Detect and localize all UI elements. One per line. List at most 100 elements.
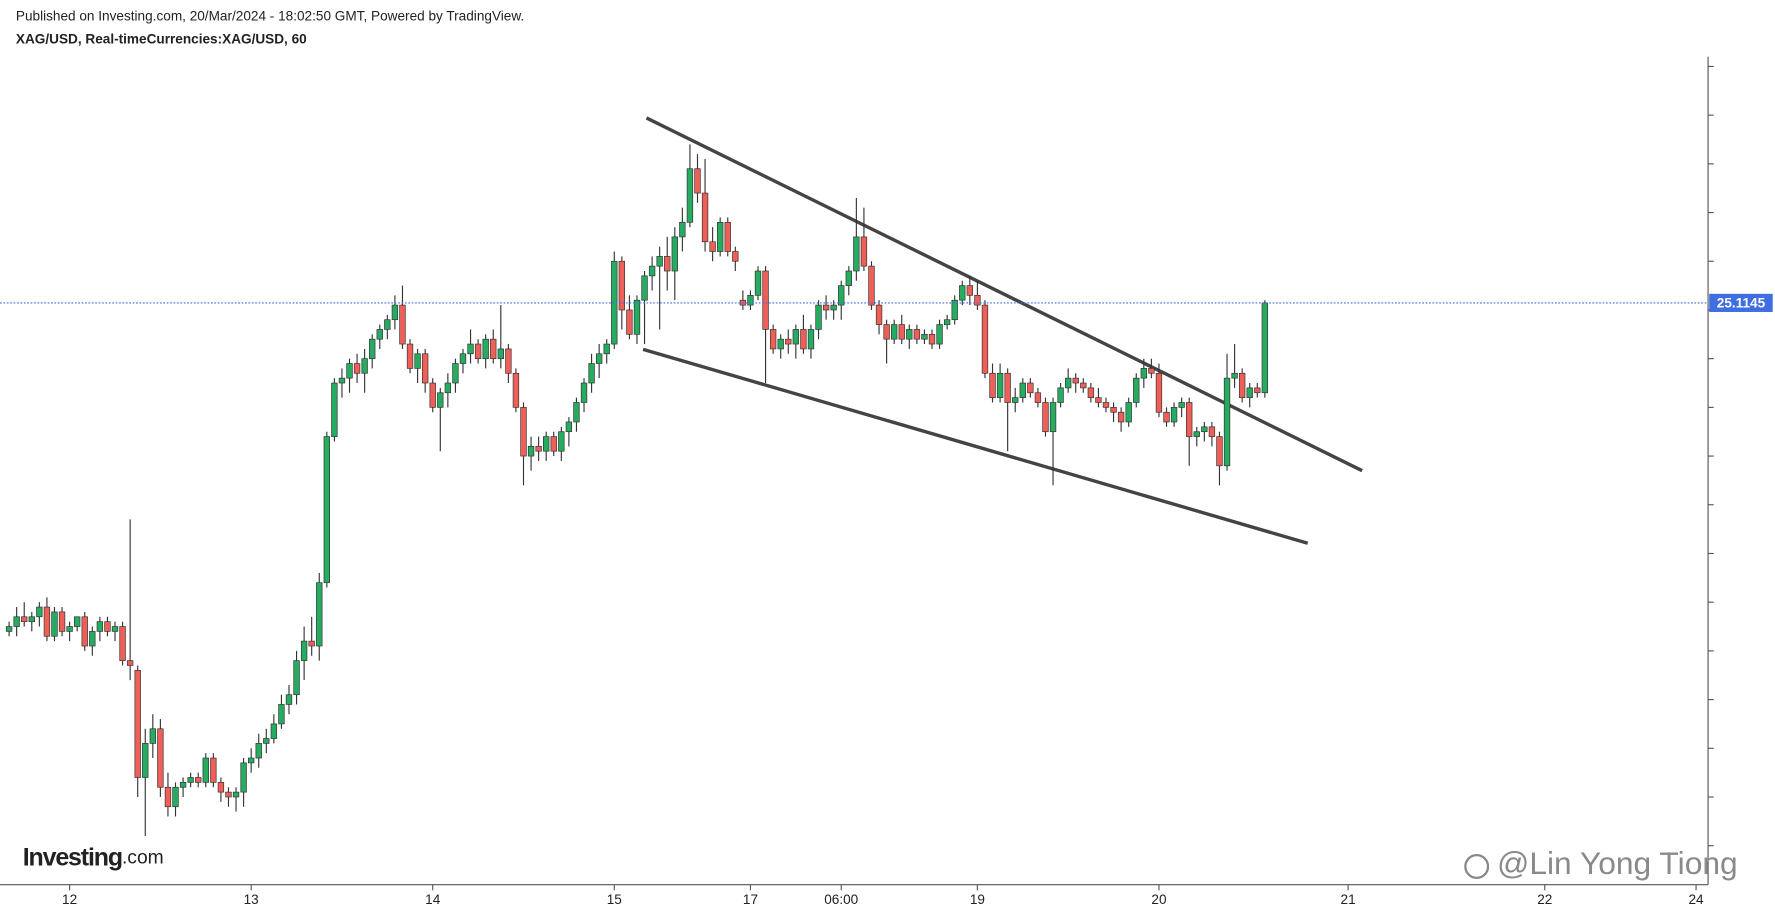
- candle-body: [512, 372, 520, 408]
- candle-body: [300, 640, 308, 661]
- candle-body: [845, 270, 852, 286]
- candle-body: [641, 275, 648, 301]
- candle-body: [81, 616, 88, 647]
- candle-body: [527, 445, 535, 457]
- candle-body: [467, 343, 474, 355]
- candle-body: [369, 338, 376, 360]
- candle-body: [1148, 368, 1155, 374]
- candle-body: [543, 436, 550, 452]
- candle-body: [747, 295, 754, 306]
- candle-body: [853, 236, 860, 272]
- candle-body: [1027, 382, 1034, 394]
- candle-body: [1012, 397, 1019, 403]
- candle-body: [1163, 411, 1170, 423]
- candle-body: [830, 304, 837, 311]
- candle-body: [943, 319, 951, 325]
- candle-body: [860, 236, 868, 267]
- candle-body: [686, 168, 694, 223]
- x-tick-label: 14: [425, 892, 441, 907]
- candle-body: [981, 304, 989, 374]
- candle-body: [293, 660, 300, 696]
- candle-body: [217, 782, 225, 793]
- watermark-icon: [1464, 854, 1490, 879]
- candle-body: [580, 382, 588, 403]
- candle-body: [202, 757, 209, 783]
- candle-body: [1004, 372, 1011, 403]
- x-tick-label: 15: [607, 892, 622, 907]
- candle-body: [474, 343, 482, 360]
- candle-body: [618, 260, 626, 311]
- candle-body: [66, 626, 73, 632]
- candle-body: [308, 640, 315, 647]
- candle-body: [1080, 382, 1087, 389]
- candle-body: [225, 791, 232, 798]
- x-tick-label: 12: [62, 892, 77, 907]
- candle-body: [323, 436, 330, 584]
- candle-body: [1064, 377, 1072, 389]
- candle-body: [709, 241, 716, 252]
- candle-body: [111, 626, 119, 632]
- candle-body: [1034, 392, 1042, 403]
- watermark: @Lin Yong Tiong: [1497, 845, 1738, 881]
- candle-body: [588, 363, 595, 384]
- candle-body: [1019, 382, 1026, 398]
- candle-body: [247, 757, 255, 764]
- candle-body: [429, 382, 436, 408]
- candle-body: [1261, 302, 1269, 394]
- candle-body: [437, 392, 444, 408]
- candle-body: [807, 329, 815, 350]
- candle-body: [822, 304, 830, 311]
- candle-body: [1216, 436, 1223, 467]
- symbol-title: XAG/USD, Real-timeCurrencies:XAG/USD, 60: [16, 31, 307, 46]
- candle-body: [157, 728, 164, 788]
- candle-body: [497, 348, 504, 360]
- candle-body: [126, 660, 134, 666]
- candle-body: [891, 324, 898, 340]
- candle-body: [361, 358, 368, 374]
- candle-body: [482, 338, 489, 360]
- x-tick-label: 20: [1151, 892, 1167, 907]
- candle-body: [800, 329, 807, 350]
- candle-body: [232, 791, 240, 798]
- candle-body: [656, 256, 663, 267]
- candle-body: [353, 363, 361, 374]
- candle-body: [694, 168, 701, 194]
- candle-body: [1254, 387, 1261, 394]
- candle-body: [1087, 387, 1095, 398]
- candle-body: [28, 616, 35, 622]
- last-price-label: 25.1145: [1717, 296, 1766, 311]
- candle-body: [89, 631, 96, 647]
- candle-body: [989, 372, 996, 398]
- candle-body: [13, 616, 20, 627]
- x-tick-label: 19: [970, 892, 985, 907]
- candle-body: [172, 786, 179, 808]
- candle-body: [1246, 387, 1253, 398]
- candle-body: [1042, 402, 1049, 433]
- candle-body: [838, 285, 845, 306]
- candle-body: [5, 626, 13, 632]
- candle-body: [754, 270, 762, 296]
- candle-body: [1170, 407, 1178, 423]
- candle-body: [51, 611, 58, 637]
- candle-body: [558, 431, 565, 452]
- candle-body: [452, 363, 459, 384]
- candle-body: [603, 343, 610, 355]
- candle-body: [565, 421, 573, 433]
- candle-body: [785, 338, 792, 345]
- candle-body: [399, 304, 406, 345]
- candle-body: [263, 738, 270, 744]
- candle-body: [1057, 387, 1064, 403]
- candle-body: [179, 782, 187, 788]
- candle-body: [633, 299, 641, 335]
- candle-body: [671, 236, 678, 272]
- candle-body: [724, 221, 731, 252]
- candle-body: [959, 285, 966, 301]
- candle-body: [792, 329, 800, 345]
- candle-body: [1231, 372, 1238, 379]
- candle-body: [626, 309, 633, 335]
- candle-body: [414, 353, 421, 369]
- candle-body: [1155, 372, 1163, 413]
